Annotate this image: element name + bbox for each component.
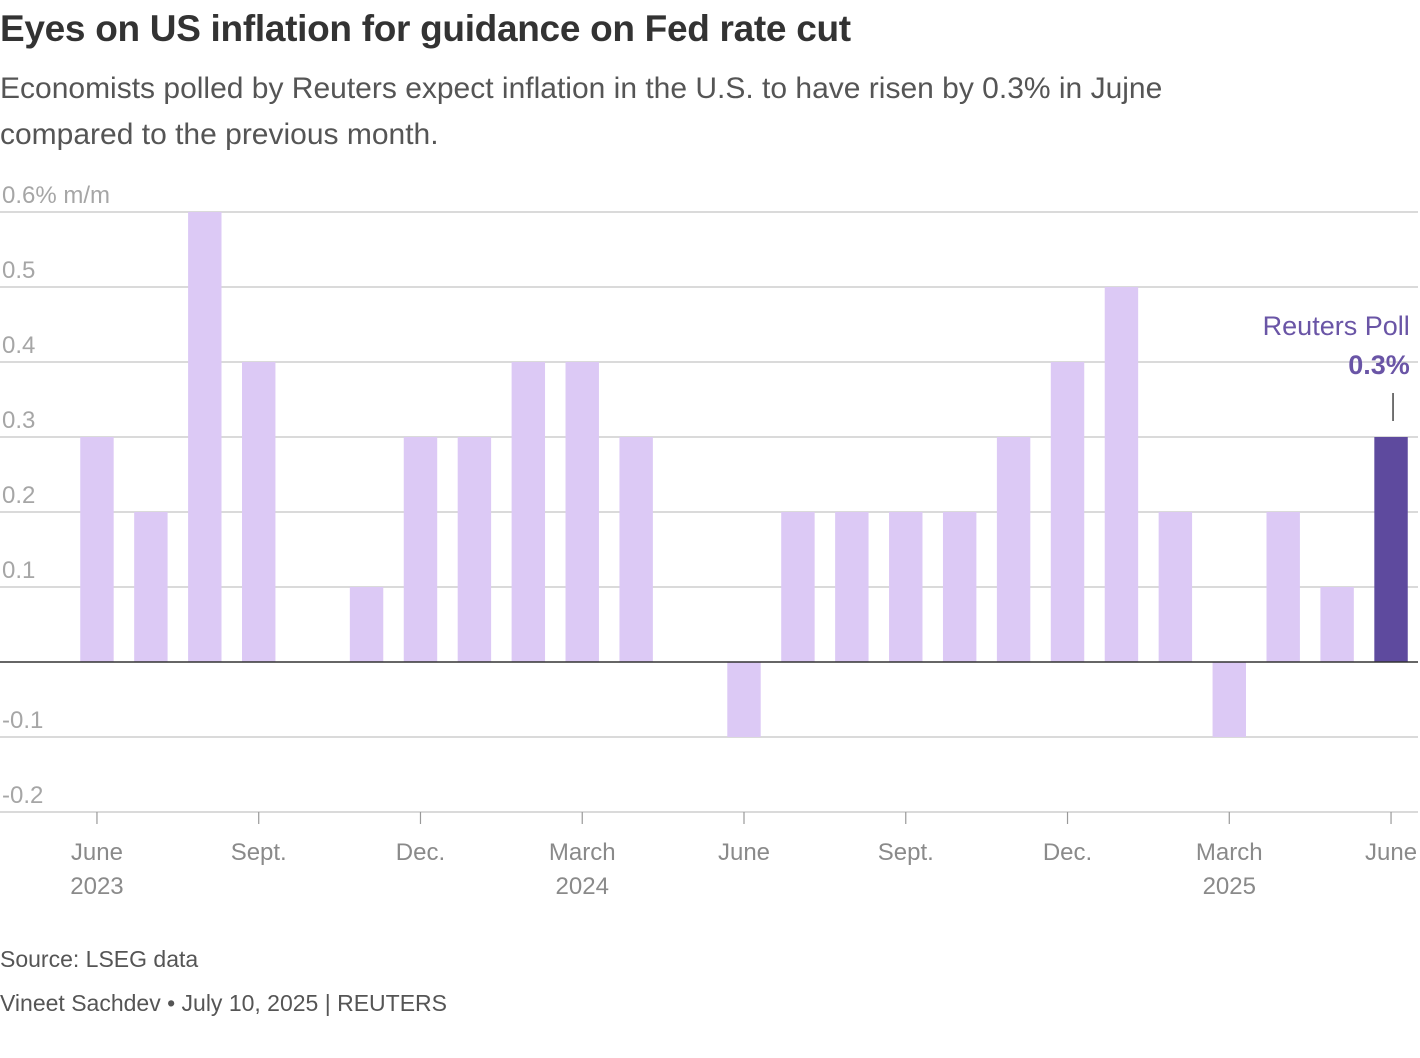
- bar: [727, 662, 761, 737]
- y-tick-label: 0.5: [2, 257, 35, 284]
- x-tick-year-label: 2023: [70, 873, 123, 900]
- bar: [1212, 662, 1246, 737]
- x-tick-label: June: [1365, 839, 1417, 866]
- annotation-label: Reuters Poll: [1263, 311, 1410, 341]
- x-tick-year-label: 2025: [1203, 873, 1256, 900]
- bar: [403, 437, 438, 662]
- x-tick-label: March: [549, 839, 616, 866]
- bar: [889, 512, 923, 662]
- x-tick-label: Dec.: [396, 839, 445, 866]
- bar: [565, 362, 599, 662]
- y-tick-label: 0.1: [2, 557, 35, 584]
- x-tick-label: Sept.: [231, 839, 287, 866]
- bar: [996, 437, 1031, 662]
- grid-lines: [0, 211, 1418, 813]
- bar: [511, 362, 546, 662]
- y-tick-label: 0.2: [2, 482, 35, 509]
- bar: [1158, 512, 1193, 662]
- bar: [80, 437, 114, 662]
- bar-highlight: [1374, 437, 1408, 662]
- bar: [619, 437, 653, 662]
- axes: [0, 661, 1418, 824]
- chart-title: Eyes on US inflation for guidance on Fed…: [0, 8, 851, 49]
- bar: [134, 512, 168, 662]
- x-tick-label: March: [1196, 839, 1263, 866]
- bar: [457, 437, 492, 662]
- bar-chart: 0.6% m/m 0.5 0.4 0.3 0.2 0.1 -0.1 -0.2 June 2023 S…: [0, 182, 1418, 900]
- bar: [349, 587, 384, 662]
- byline: Vineet Sachdev • July 10, 2025 | REUTERS: [0, 990, 448, 1016]
- bar: [781, 512, 815, 662]
- x-tick-label: June: [718, 839, 770, 866]
- y-tick-label: 0.3: [2, 407, 35, 434]
- bar: [1266, 512, 1300, 662]
- annotation-value: 0.3%: [1348, 350, 1410, 380]
- source-note: Source: LSEG data: [0, 946, 199, 972]
- bar: [1104, 287, 1139, 662]
- annotation: Reuters Poll 0.3%: [1263, 311, 1410, 421]
- x-tick-label: June: [71, 839, 123, 866]
- tick-labels: 0.6% m/m 0.5 0.4 0.3 0.2 0.1 -0.1 -0.2 June 2023 S…: [2, 182, 1417, 900]
- chart-subtitle: Economists polled by Reuters expect infl…: [0, 72, 1163, 151]
- bar: [942, 512, 977, 662]
- y-tick-label: -0.1: [2, 707, 43, 734]
- x-tick-year-label: 2024: [556, 873, 609, 900]
- bar: [1320, 587, 1354, 662]
- bar: [188, 212, 222, 662]
- bar: [1050, 362, 1085, 662]
- y-tick-label: 0.6% m/m: [2, 182, 110, 209]
- bars: [80, 212, 1408, 737]
- bar: [835, 512, 869, 662]
- x-tick-label: Dec.: [1043, 839, 1092, 866]
- y-tick-label: 0.4: [2, 332, 35, 359]
- x-tick-label: Sept.: [878, 839, 934, 866]
- bar: [242, 362, 276, 662]
- y-tick-label: -0.2: [2, 782, 43, 809]
